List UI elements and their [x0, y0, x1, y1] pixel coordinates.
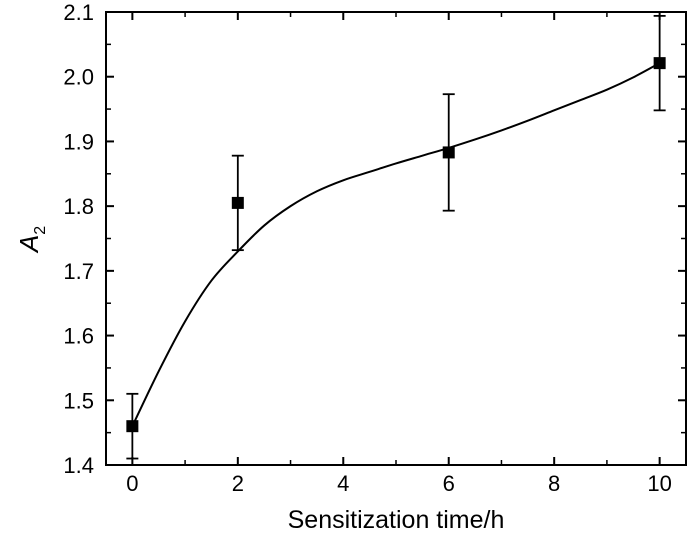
- error-bars: [126, 14, 666, 460]
- x-tick-label: 6: [443, 471, 455, 496]
- data-point: [126, 420, 139, 433]
- y-axis-title: A2: [14, 226, 49, 254]
- x-tick-label: 10: [647, 471, 671, 496]
- y-axis-title-main: A: [14, 235, 44, 254]
- y-tick-label: 2.1: [63, 0, 94, 25]
- y-axis-title-subscript: 2: [32, 226, 49, 235]
- x-axis-title: Sensitization time/h: [288, 506, 505, 534]
- y-tick-label: 1.8: [63, 194, 94, 219]
- data-point: [231, 196, 244, 209]
- y-tick-label: 2.0: [63, 65, 94, 90]
- y-tick-label: 1.9: [63, 129, 94, 154]
- y-tick-label: 1.5: [63, 388, 94, 413]
- x-tick-label: 4: [337, 471, 349, 496]
- y-tick-label: 1.6: [63, 324, 94, 349]
- y-tick-labels: 1.4 1.5 1.6 1.7 1.8 1.9 2.0 2.1: [63, 0, 94, 478]
- data-point: [653, 57, 666, 70]
- y-tick-label: 1.4: [63, 453, 94, 478]
- data-markers: [126, 57, 666, 433]
- axis-ticks: [106, 11, 686, 466]
- data-point: [442, 146, 455, 159]
- svg-text:A2: A2: [14, 226, 49, 254]
- x-tick-label: 8: [548, 471, 560, 496]
- x-tick-labels: 0 2 4 6 8 10: [126, 471, 672, 496]
- y-tick-label: 1.7: [63, 259, 94, 284]
- fit-curve: [131, 62, 661, 427]
- x-tick-label: 2: [232, 471, 244, 496]
- x-tick-label: 0: [126, 471, 138, 496]
- plot-frame: [105, 11, 687, 466]
